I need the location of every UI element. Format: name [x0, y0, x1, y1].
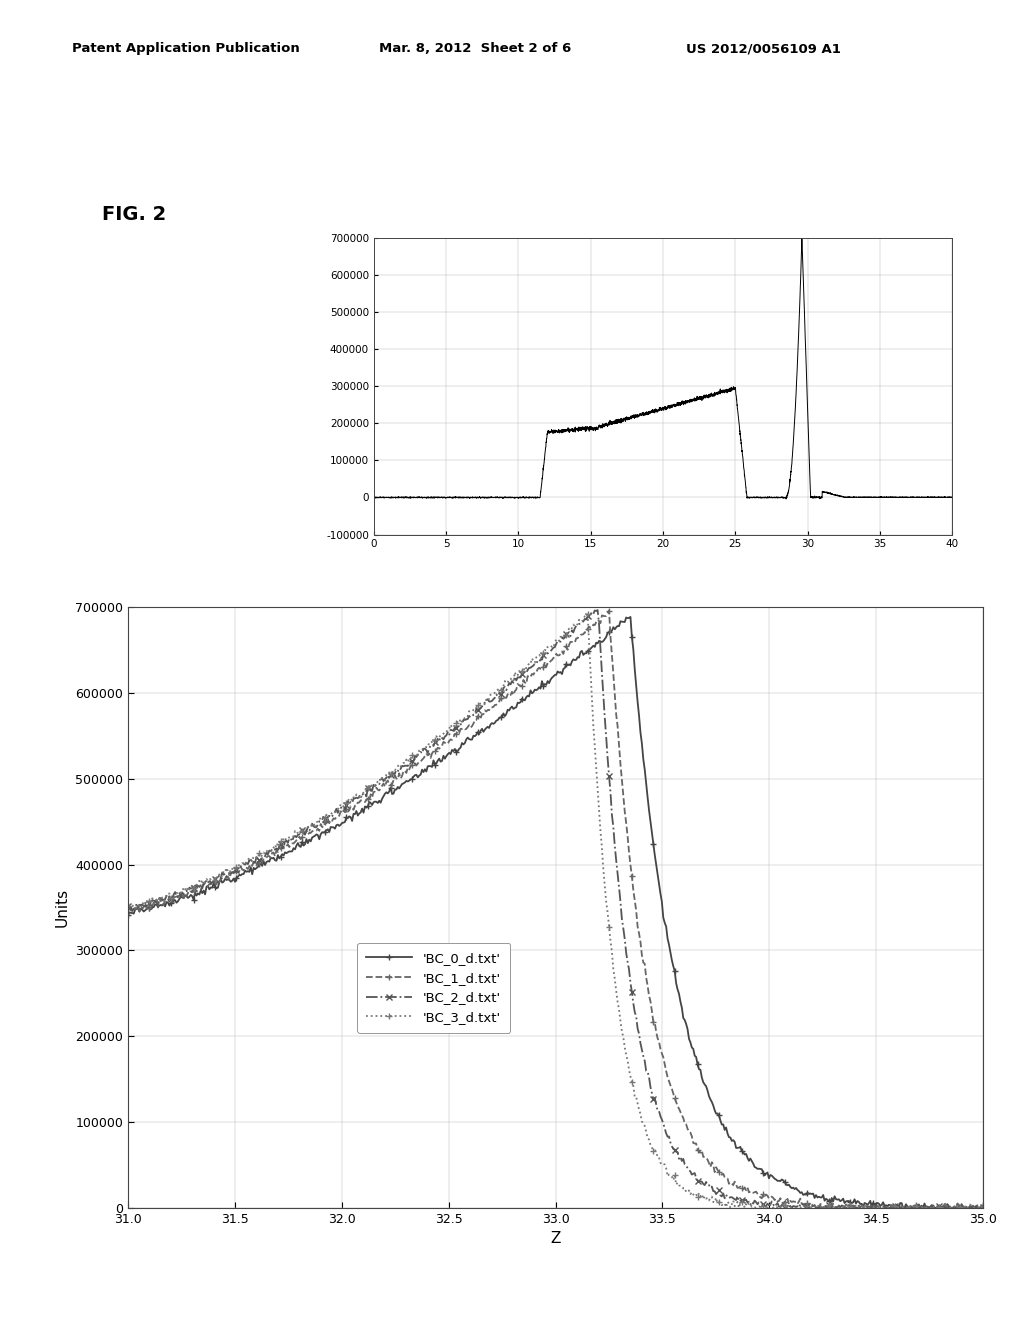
Text: US 2012/0056109 A1: US 2012/0056109 A1: [686, 42, 841, 55]
Text: FIG. 2: FIG. 2: [102, 205, 167, 223]
Text: Mar. 8, 2012  Sheet 2 of 6: Mar. 8, 2012 Sheet 2 of 6: [379, 42, 571, 55]
X-axis label: Z: Z: [550, 1232, 561, 1246]
Legend: 'BC_0_d.txt', 'BC_1_d.txt', 'BC_2_d.txt', 'BC_3_d.txt': 'BC_0_d.txt', 'BC_1_d.txt', 'BC_2_d.txt'…: [357, 942, 510, 1034]
Y-axis label: Units: Units: [54, 888, 70, 927]
Text: Patent Application Publication: Patent Application Publication: [72, 42, 299, 55]
